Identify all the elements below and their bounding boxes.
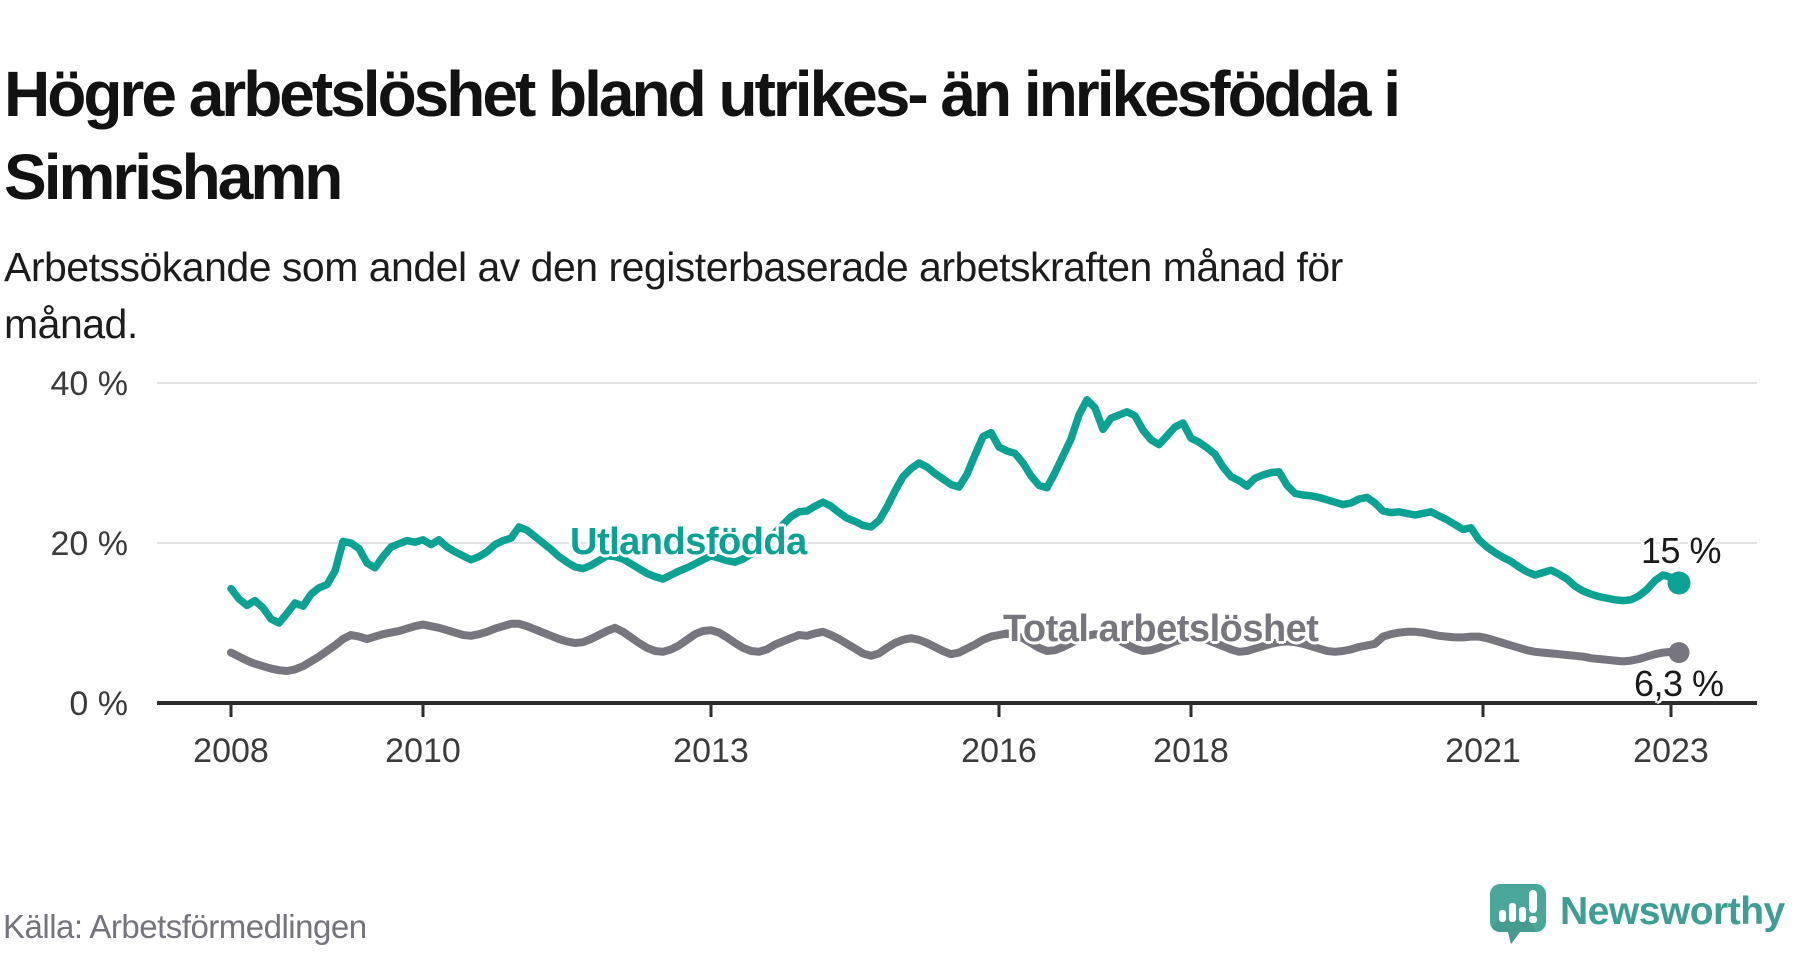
- source-note: Källa: Arbetsförmedlingen: [3, 908, 367, 945]
- y-tick-label-20: 20 %: [51, 525, 129, 563]
- y-tick-label-40: 40 %: [51, 365, 129, 403]
- total-arbetsloshet-line: [227, 619, 1683, 675]
- newsworthy-logo: Newsworthy: [1488, 882, 1800, 948]
- series-label-total-arbetsloshet: Total arbetslöshet: [1003, 608, 1319, 650]
- page-title: Högre arbetslöshet bland utrikes- än inr…: [4, 57, 1401, 213]
- utlandsfodda-line: [227, 396, 1683, 627]
- utlandsfodda-end-dot: [1667, 571, 1691, 595]
- bar-chart-glyph: [1499, 903, 1526, 922]
- x-tick-label-2013: 2013: [673, 732, 749, 770]
- total-arbetsloshet-end-dot: [1668, 642, 1690, 664]
- end-value-label-total: 6,3 %: [1634, 663, 1724, 704]
- newsworthy-wordmark: Newsworthy: [1560, 890, 1785, 933]
- x-tick-label-2016: 2016: [961, 732, 1037, 770]
- chart-subtitle: Arbetssökande som andel av den registerb…: [4, 244, 1343, 347]
- x-axis-ticks: [229, 703, 1673, 717]
- x-axis-labels: 2008 2010 2013 2016 2018 2021 2023: [193, 732, 1709, 770]
- x-tick-label-2010: 2010: [385, 732, 461, 770]
- x-tick-label-2018: 2018: [1153, 732, 1229, 770]
- x-tick-label-2021: 2021: [1445, 732, 1521, 770]
- x-tick-label-2008: 2008: [193, 732, 269, 770]
- bubble-shade: [1492, 920, 1536, 944]
- x-tick-label-2023: 2023: [1633, 732, 1709, 770]
- series-label-utlandsfodda: Utlandsfödda: [570, 521, 807, 563]
- end-value-label-utlandsfodda: 15 %: [1641, 530, 1722, 571]
- y-axis-labels: 40 % 20 % 0 %: [51, 365, 129, 723]
- y-tick-label-0: 0 %: [69, 685, 128, 723]
- newsworthy-logo-icon: [1490, 884, 1546, 944]
- exclamation-glyph: [1529, 890, 1537, 923]
- speech-bubble-shape: [1490, 884, 1546, 944]
